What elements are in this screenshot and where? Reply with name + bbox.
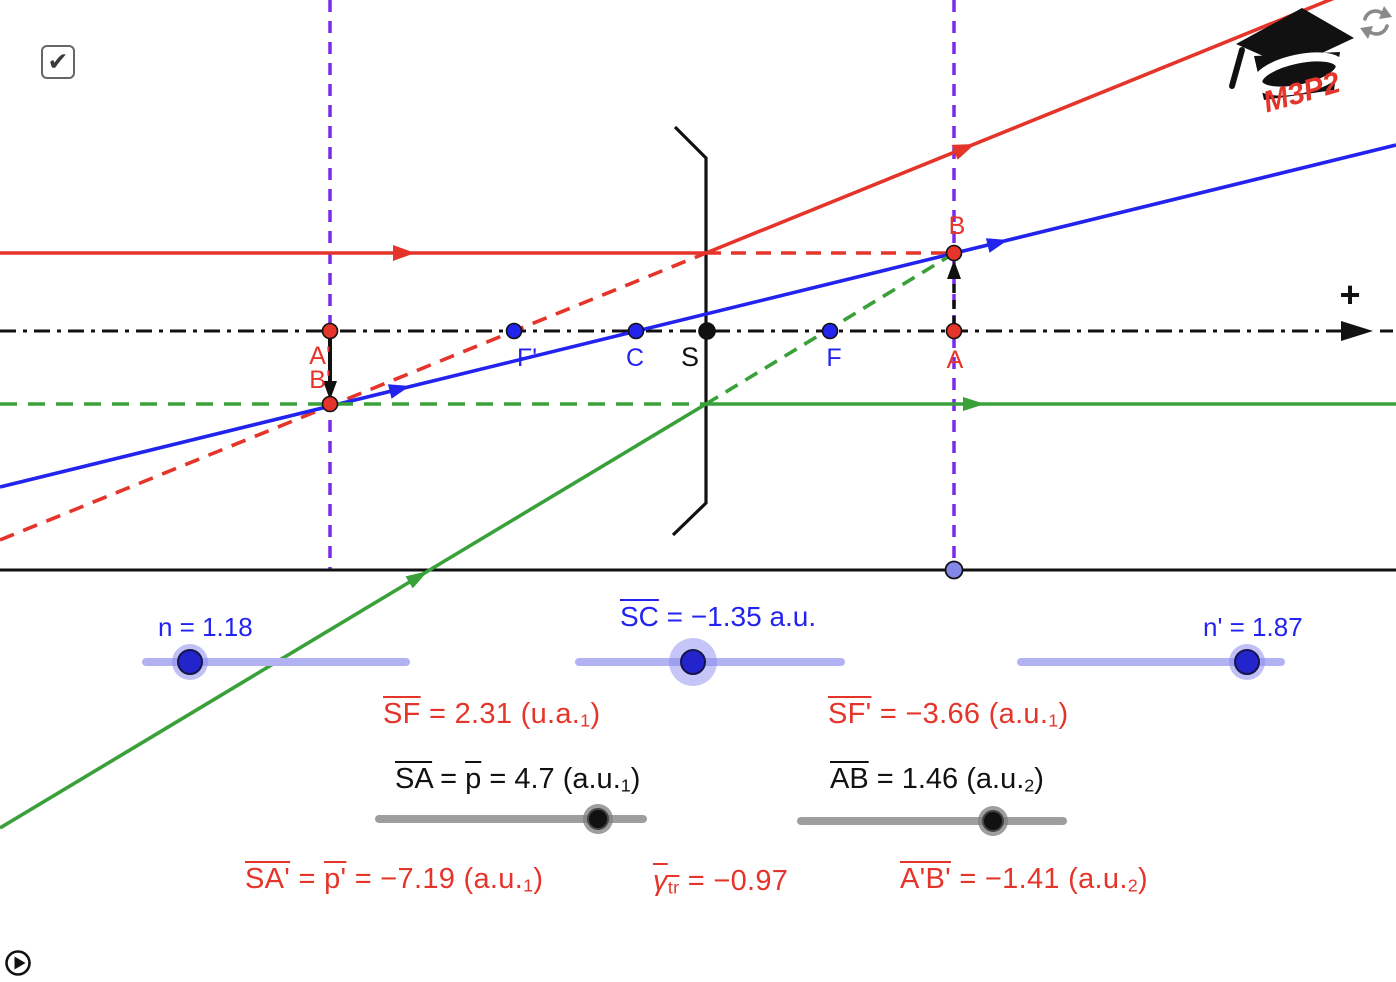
point-labels: A' B' F' C S F A B: [309, 212, 965, 394]
point-s: [698, 322, 716, 340]
point-a-prime: [321, 322, 339, 340]
point-f-prime: [505, 322, 523, 340]
optical-axis-group: +: [0, 274, 1393, 341]
sf-readout: SF = 2.31 (u.a.1): [383, 698, 601, 731]
m3p2-logo: M3P2: [1229, 8, 1354, 119]
ab-slider-label: AB = 1.46 (a.u.2): [830, 763, 1044, 796]
label-b: B: [949, 212, 966, 240]
sc-slider-label: SC = −1.35 a.u.: [620, 601, 817, 632]
cap-band: [1253, 52, 1345, 96]
sf-prime-readout: SF' = −3.66 (a.u.1): [828, 698, 1069, 731]
play-button[interactable]: [5, 950, 31, 976]
blue-left-arrowhead-icon: [387, 384, 410, 399]
blue-ray-group: [0, 143, 1396, 489]
n-prime-slider-knob[interactable]: [1234, 649, 1260, 675]
optical-axis-arrowhead-icon: [1341, 321, 1373, 341]
a-prime-b-prime-readout: A'B' = −1.41 (a.u.2): [900, 863, 1148, 896]
baseline-drag-point[interactable]: [944, 560, 964, 580]
mortarboard-icon: [1236, 8, 1354, 68]
label-f: F: [826, 344, 841, 372]
red-incident-arrowhead-icon: [393, 245, 415, 261]
play-icon: [14, 956, 26, 970]
image-arrow-group: [323, 338, 337, 400]
refresh-icon[interactable]: [1360, 6, 1392, 39]
point-b-prime: [321, 395, 339, 413]
blue-central-ray: [0, 143, 1396, 489]
blue-right-arrowhead-icon: [985, 238, 1008, 253]
label-f-prime: F': [517, 344, 537, 372]
label-s: S: [681, 342, 699, 372]
green-ray-group: [0, 255, 1396, 830]
point-a: [945, 322, 963, 340]
checkmark-icon: ✔: [47, 48, 69, 76]
green-refracted-arrowhead-icon: [963, 397, 985, 411]
sc-slider-knob[interactable]: [680, 649, 706, 675]
point-c: [627, 322, 645, 340]
ab-slider-knob[interactable]: [982, 810, 1004, 832]
n-prime-slider-track[interactable]: [1017, 658, 1285, 666]
green-incident-arrowhead-icon: [405, 571, 428, 589]
ab-slider-track[interactable]: [797, 817, 1067, 825]
n-slider-knob[interactable]: [177, 649, 203, 675]
sa-slider-label: SA = p = 4.7 (a.u.1): [395, 763, 641, 796]
n-prime-slider-label: n' = 1.87: [1203, 612, 1303, 642]
label-b-prime: B': [309, 366, 330, 394]
show-checkbox[interactable]: ✔: [41, 45, 75, 79]
label-a: A: [947, 346, 964, 374]
red-refracted-arrowhead-icon: [951, 144, 975, 160]
object-image-vertical-lines: [328, 0, 956, 570]
refresh-arrow-bottom: [1360, 26, 1373, 39]
refresh-arrow-top: [1379, 6, 1392, 19]
sa-slider-knob[interactable]: [587, 808, 609, 830]
n-slider-label: n = 1.18: [158, 612, 253, 642]
point-f: [821, 322, 839, 340]
point-b: [945, 244, 963, 262]
sa-prime-readout: SA' = p' = −7.19 (a.u.1): [245, 863, 544, 896]
red-virtual-extension: [0, 251, 707, 542]
green-incident-ray: [0, 402, 707, 830]
sa-slider-track[interactable]: [375, 815, 647, 823]
sc-slider-track[interactable]: [575, 658, 845, 666]
object-arrow-group: [947, 260, 961, 325]
label-a-prime: A': [309, 342, 330, 370]
gamma-tr-readout: γtr = −0.97: [653, 865, 789, 898]
positive-direction-sign: +: [1339, 274, 1360, 315]
label-c: C: [626, 344, 644, 372]
n-slider-track[interactable]: [142, 658, 410, 666]
tassel: [1229, 47, 1245, 89]
red-ray-group: [0, 0, 1335, 542]
object-arrowhead-icon: [947, 260, 961, 279]
image-arrowhead-icon: [323, 381, 337, 400]
